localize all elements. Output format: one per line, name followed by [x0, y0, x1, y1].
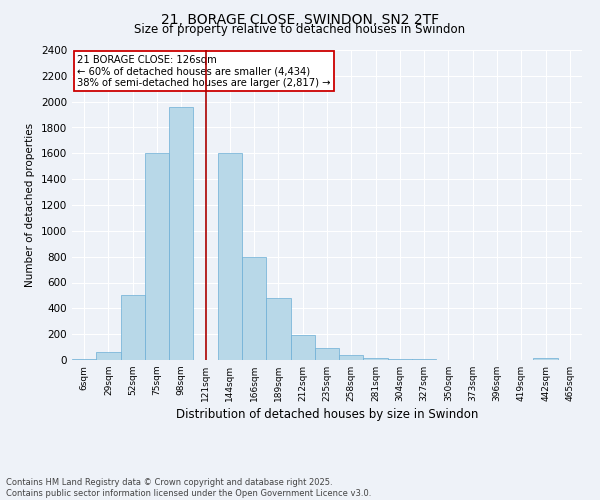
Bar — [364, 358, 388, 360]
Bar — [339, 356, 364, 360]
Bar — [96, 352, 121, 360]
Bar — [145, 154, 169, 360]
X-axis label: Distribution of detached houses by size in Swindon: Distribution of detached houses by size … — [176, 408, 478, 421]
Text: Contains HM Land Registry data © Crown copyright and database right 2025.
Contai: Contains HM Land Registry data © Crown c… — [6, 478, 371, 498]
Y-axis label: Number of detached properties: Number of detached properties — [25, 123, 35, 287]
Bar — [218, 154, 242, 360]
Text: 21 BORAGE CLOSE: 126sqm
← 60% of detached houses are smaller (4,434)
38% of semi: 21 BORAGE CLOSE: 126sqm ← 60% of detache… — [77, 54, 331, 88]
Bar — [121, 296, 145, 360]
Bar — [533, 358, 558, 360]
Bar — [388, 358, 412, 360]
Bar — [242, 256, 266, 360]
Bar — [169, 107, 193, 360]
Bar — [266, 298, 290, 360]
Bar — [315, 348, 339, 360]
Text: Size of property relative to detached houses in Swindon: Size of property relative to detached ho… — [134, 22, 466, 36]
Text: 21, BORAGE CLOSE, SWINDON, SN2 2TF: 21, BORAGE CLOSE, SWINDON, SN2 2TF — [161, 12, 439, 26]
Bar — [290, 336, 315, 360]
